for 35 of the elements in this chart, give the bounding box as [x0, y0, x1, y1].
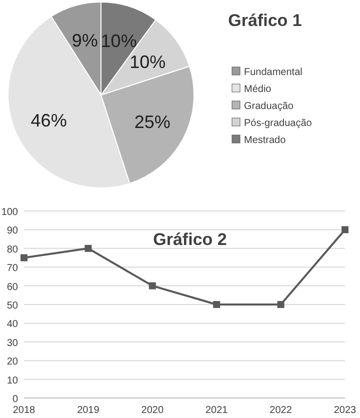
- x-tick-label: 2021: [205, 405, 228, 416]
- x-tick-label: 2023: [334, 405, 357, 416]
- y-tick-label: 50: [6, 300, 18, 312]
- y-tick-label: 30: [6, 338, 18, 349]
- y-tick-label: 90: [6, 226, 18, 237]
- legend-label: Graduação: [244, 101, 294, 112]
- legend-label: Fundamental: [244, 67, 302, 78]
- x-tick-label: 2020: [141, 405, 164, 416]
- data-label: 9%: [72, 30, 98, 51]
- point: [277, 301, 284, 308]
- legend-label: Médio: [244, 84, 272, 95]
- y-tick-label: 70: [6, 263, 18, 274]
- data-label: 10%: [130, 52, 166, 72]
- data-label: 10%: [100, 31, 137, 52]
- y-tick-label: 10: [6, 375, 18, 386]
- x-tick-label: 2018: [12, 405, 36, 416]
- legend-label: Pós-graduação: [244, 118, 312, 129]
- data-label: 25%: [134, 112, 170, 132]
- point: [148, 282, 156, 290]
- data-label: 46%: [30, 110, 67, 131]
- point: [20, 254, 28, 262]
- y-tick-label: 100: [1, 207, 18, 218]
- point: [213, 301, 220, 308]
- x-tick-label: 2019: [77, 405, 100, 416]
- text: Gráfico 2: [153, 230, 227, 249]
- y-tick-label: 20: [6, 356, 18, 368]
- point: [84, 244, 92, 252]
- y-tick-label: 60: [6, 282, 18, 293]
- point: [342, 226, 348, 234]
- text: Gráfico 1: [228, 11, 302, 30]
- y-tick-label: 0: [12, 394, 18, 405]
- legend-label: Mestrado: [244, 135, 286, 146]
- x-tick-label: 2022: [270, 405, 292, 416]
- y-tick-label: 40: [6, 319, 18, 330]
- y-tick-label: 80: [6, 244, 18, 256]
